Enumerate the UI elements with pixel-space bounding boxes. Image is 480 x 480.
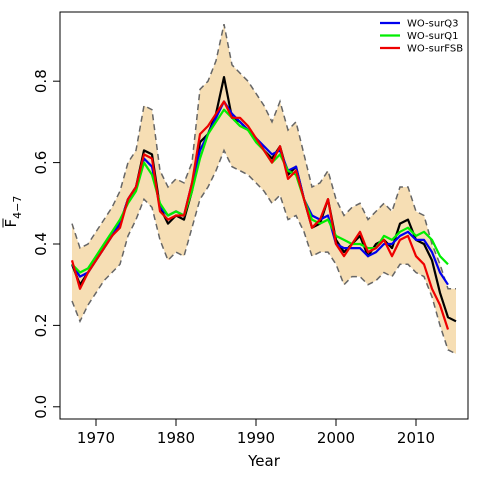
band-lower-edge [71, 148, 457, 355]
x-axis-title: Year [247, 452, 281, 470]
y-axis-title: F4−7 [2, 196, 24, 228]
series-line-wo-surfsb [70, 100, 450, 330]
axes: 1970 1980 1990 2000 2010 0.0 0.2 0.4 0.6 0.8 Year F… [2, 11, 469, 470]
plot-frame [59, 11, 469, 420]
y-tick-label: 0.2 [32, 313, 50, 337]
y-tick-label: 0.0 [32, 395, 50, 419]
y-tick-label: 0.4 [32, 232, 50, 256]
legend-label: WO-surQ3 [407, 19, 459, 30]
y-axis-title-subscript: 4−7 [11, 196, 24, 219]
y-axis-title-main: F [2, 219, 20, 228]
x-tick-label: 1970 [77, 429, 115, 447]
band-upper-edge [71, 24, 456, 290]
y-tick-label: 0.6 [32, 151, 50, 175]
x-tick-label: 1980 [157, 429, 195, 447]
legend-label: WO-surFSB [407, 44, 463, 55]
x-tick-label: 2000 [317, 429, 355, 447]
svg-text:F4−7: F4−7 [2, 196, 24, 228]
x-tick-label: 1990 [237, 429, 275, 447]
legend-label: WO-surQ1 [407, 31, 459, 42]
series-lines [70, 76, 457, 330]
confidence-band [71, 24, 457, 355]
x-tick-label: 2010 [397, 429, 435, 447]
y-tick-label: 0.8 [32, 69, 50, 93]
band-area [72, 24, 456, 354]
